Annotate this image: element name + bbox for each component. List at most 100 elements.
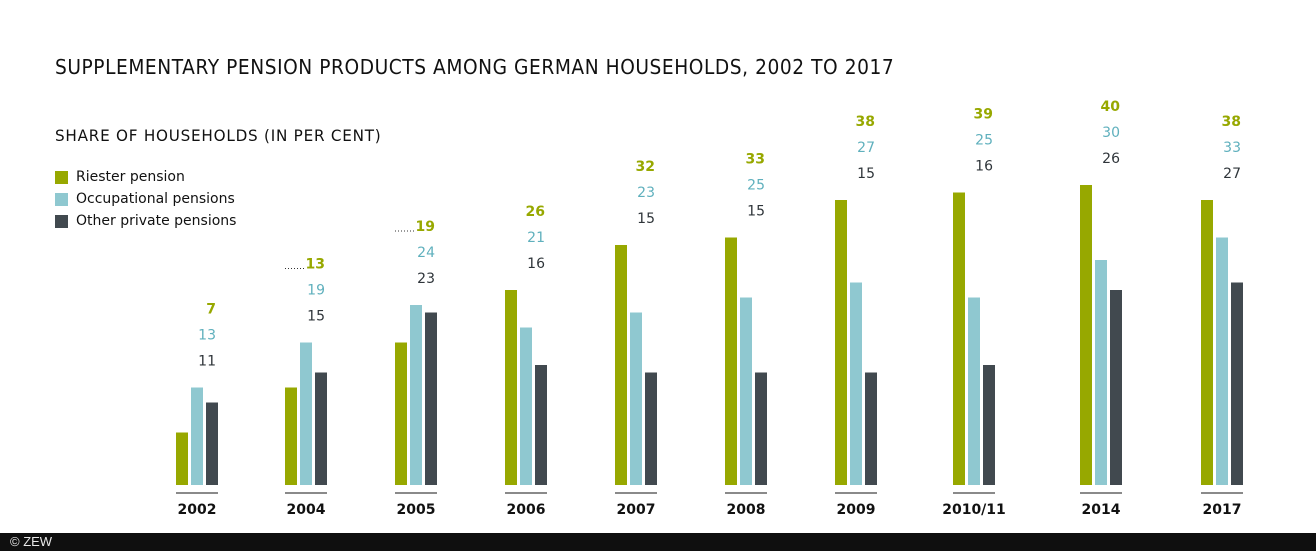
legend-item-riester: Riester pension (55, 166, 236, 188)
value-label-other-private-pensions-2014: 26 (1102, 151, 1120, 167)
legend-label-other: Other private pensions (76, 213, 237, 229)
value-label-riester-pension-2007: 32 (636, 159, 655, 175)
axis-segment-2010-11 (953, 492, 995, 494)
value-label-occupational-pensions-2017: 33 (1223, 140, 1241, 156)
value-label-occupational-pensions-2005: 24 (417, 245, 435, 261)
bar-riester-pension-2017 (1201, 200, 1213, 485)
bar-other-private-pensions-2007 (645, 372, 657, 485)
legend-item-occupational: Occupational pensions (55, 188, 236, 210)
bar-group-2008: 2008 33 25 15 (725, 152, 767, 518)
axis-segment-2004 (285, 492, 327, 494)
bar-riester-pension-2010-11 (953, 192, 965, 485)
value-label-riester-pension-2005: 19 (416, 219, 435, 235)
bar-occupational-pensions-2004 (300, 342, 312, 485)
bar-chart: 2002713112004131915200519242320062621162… (176, 99, 1243, 519)
bar-riester-pension-2006 (505, 290, 517, 485)
value-label-other-private-pensions-2010-11: 16 (975, 159, 993, 175)
bar-riester-pension-2007 (615, 245, 627, 485)
category-label: 2008 (727, 502, 766, 518)
value-label-other-private-pensions-2005: 23 (417, 271, 435, 287)
value-label-occupational-pensions-2002: 13 (198, 328, 216, 344)
axis-segment-2014 (1080, 492, 1122, 494)
bar-group-2014: 2014 40 30 26 (1080, 99, 1122, 518)
bar-occupational-pensions-2008 (740, 297, 752, 485)
value-label-other-private-pensions-2004: 15 (307, 309, 325, 325)
axis-segment-2005 (395, 492, 437, 494)
value-label-riester-pension-2006: 26 (526, 204, 545, 220)
category-label: 2009 (837, 502, 876, 518)
value-label-riester-pension-2008: 33 (746, 152, 765, 168)
category-label: 2014 (1082, 502, 1121, 518)
value-label-occupational-pensions-2009: 27 (857, 140, 875, 156)
bar-occupational-pensions-2005 (410, 305, 422, 485)
axis-segment-2008 (725, 492, 767, 494)
bar-group-2010-11: 2010/11 39 25 16 (942, 107, 1006, 519)
bar-other-private-pensions-2005 (425, 312, 437, 485)
legend-label-occupational: Occupational pensions (76, 191, 235, 207)
legend-swatch-riester (55, 170, 68, 184)
legend-item-other: Other private pensions (55, 210, 236, 232)
axis-segment-2009 (835, 492, 877, 494)
bar-other-private-pensions-2002 (206, 402, 218, 485)
category-label: 2005 (397, 502, 436, 518)
chart-title: SUPPLEMENTARY PENSION PRODUCTS AMONG GER… (55, 55, 895, 79)
legend: Riester pension Occupational pensions Ot… (55, 166, 236, 232)
axis-segment-2006 (505, 492, 547, 494)
value-label-riester-pension-2009: 38 (856, 114, 875, 130)
bar-group-2017: 2017 38 33 27 (1201, 114, 1243, 518)
bar-riester-pension-2014 (1080, 185, 1092, 485)
bar-occupational-pensions-2002 (191, 387, 203, 485)
bar-riester-pension-2008 (725, 237, 737, 485)
copyright-footer: © ZEW (0, 533, 1316, 551)
bar-other-private-pensions-2004 (315, 372, 327, 485)
value-label-other-private-pensions-2017: 27 (1223, 166, 1241, 182)
category-label: 2007 (617, 502, 656, 518)
bar-group-2007: 2007 32 23 15 (615, 159, 657, 518)
legend-label-riester: Riester pension (76, 169, 185, 185)
bar-riester-pension-2004 (285, 387, 297, 485)
value-label-occupational-pensions-2014: 30 (1102, 125, 1120, 141)
value-label-riester-pension-2014: 40 (1101, 99, 1121, 115)
bar-occupational-pensions-2014 (1095, 260, 1107, 485)
value-label-occupational-pensions-2006: 21 (527, 230, 545, 246)
value-label-other-private-pensions-2007: 15 (637, 211, 655, 227)
value-label-other-private-pensions-2006: 16 (527, 256, 545, 272)
bar-other-private-pensions-2008 (755, 372, 767, 485)
bar-occupational-pensions-2010-11 (968, 297, 980, 485)
bar-occupational-pensions-2017 (1216, 237, 1228, 485)
chart-subtitle: SHARE OF HOUSEHOLDS (IN PER CENT) (55, 126, 382, 145)
axis-segment-2017 (1201, 492, 1243, 494)
value-label-occupational-pensions-2007: 23 (637, 185, 655, 201)
category-label: 2017 (1203, 502, 1242, 518)
bar-other-private-pensions-2014 (1110, 290, 1122, 485)
bar-riester-pension-2005 (395, 342, 407, 485)
value-label-occupational-pensions-2008: 25 (747, 178, 765, 194)
bar-riester-pension-2002 (176, 432, 188, 485)
bar-occupational-pensions-2007 (630, 312, 642, 485)
legend-swatch-other (55, 214, 68, 228)
bar-other-private-pensions-2017 (1231, 282, 1243, 485)
category-label: 2002 (178, 502, 217, 518)
bar-occupational-pensions-2006 (520, 327, 532, 485)
bar-other-private-pensions-2009 (865, 372, 877, 485)
bar-riester-pension-2009 (835, 200, 847, 485)
legend-swatch-occupational (55, 192, 68, 206)
axis-segment-2007 (615, 492, 657, 494)
category-label: 2004 (287, 502, 326, 518)
value-label-occupational-pensions-2004: 19 (307, 283, 325, 299)
value-label-occupational-pensions-2010-11: 25 (975, 133, 993, 149)
value-label-riester-pension-2004: 13 (306, 257, 325, 273)
bar-group-2006: 2006 26 21 16 (505, 204, 547, 518)
value-label-riester-pension-2002: 7 (206, 302, 216, 318)
value-label-other-private-pensions-2009: 15 (857, 166, 875, 182)
bar-group-2005: 2005 19 24 23 (395, 219, 437, 518)
bar-group-2004: 2004 13 19 15 (285, 257, 327, 518)
bar-other-private-pensions-2006 (535, 365, 547, 485)
category-label: 2006 (507, 502, 546, 518)
category-label: 2010/11 (942, 502, 1006, 518)
bar-occupational-pensions-2009 (850, 282, 862, 485)
bar-group-2009: 2009 38 27 15 (835, 114, 877, 518)
bar-other-private-pensions-2010-11 (983, 365, 995, 485)
value-label-riester-pension-2010-11: 39 (974, 107, 993, 123)
value-label-riester-pension-2017: 38 (1222, 114, 1241, 130)
